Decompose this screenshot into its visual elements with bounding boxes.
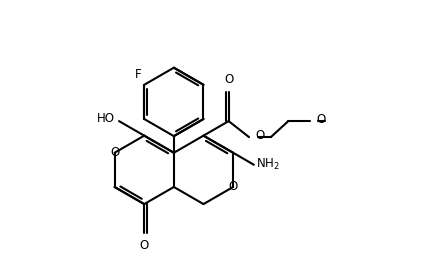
Text: O: O <box>110 146 119 159</box>
Text: O: O <box>140 239 149 252</box>
Text: O: O <box>316 113 325 126</box>
Text: NH$_2$: NH$_2$ <box>256 157 280 172</box>
Text: O: O <box>229 181 238 194</box>
Text: HO: HO <box>97 112 115 125</box>
Text: O: O <box>256 129 265 142</box>
Text: F: F <box>135 68 142 81</box>
Text: O: O <box>224 73 233 86</box>
